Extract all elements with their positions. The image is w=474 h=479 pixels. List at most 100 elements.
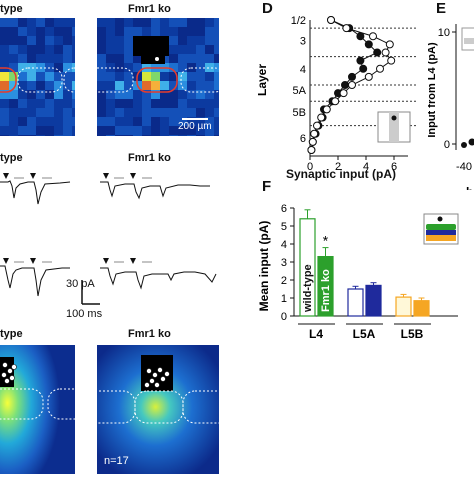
stim-marker	[3, 258, 9, 264]
map-pixel	[115, 81, 124, 90]
map-pixel	[214, 135, 219, 136]
soma-mask	[141, 56, 165, 64]
stim-marker	[130, 258, 136, 264]
panel-d-point	[386, 41, 393, 48]
map-pixel	[142, 126, 151, 135]
map-pixel	[133, 27, 142, 36]
map-pixel	[214, 45, 219, 54]
map-pixel	[27, 36, 36, 45]
map-pixel	[36, 117, 45, 126]
map-pixel	[106, 72, 115, 81]
map-pixel	[214, 36, 219, 45]
map-pixel	[178, 135, 187, 136]
map-pixel	[0, 126, 9, 135]
map-pixel	[63, 45, 72, 54]
map-pixel	[27, 45, 36, 54]
panel-d-point	[342, 82, 349, 89]
stim-marker	[3, 173, 9, 179]
map-pixel	[9, 135, 18, 136]
map-pixel	[124, 27, 133, 36]
map-pixel	[214, 72, 219, 81]
map-pixel	[0, 27, 9, 36]
map-pixel	[115, 27, 124, 36]
map-pixel	[187, 108, 196, 117]
map-pixel	[115, 72, 124, 81]
map-pixel	[63, 108, 72, 117]
map-pixel	[214, 117, 219, 126]
map-pixel	[97, 81, 106, 90]
column-title-fmr1ko-mid: Fmr1 ko	[128, 152, 171, 164]
map-pixel	[205, 18, 214, 27]
map-pixel	[18, 126, 27, 135]
panel-f-bar	[348, 289, 363, 316]
map-pixel	[54, 81, 63, 90]
panel-d-inset	[378, 112, 410, 142]
map-pixel	[169, 45, 178, 54]
map-pixel	[115, 135, 124, 136]
map-pixel-hot	[142, 81, 151, 90]
map-pixel	[124, 90, 133, 99]
map-pixel	[97, 54, 106, 63]
panel-f-ytick-label: 3	[281, 257, 287, 269]
map-pixel	[196, 108, 205, 117]
map-pixel	[97, 36, 106, 45]
layer-label: 1/2	[291, 15, 306, 27]
map-pixel	[160, 27, 169, 36]
map-pixel	[196, 72, 205, 81]
map-pixel	[187, 135, 196, 136]
layer-label: 4	[300, 64, 306, 76]
map-pixel	[214, 108, 219, 117]
map-pixel	[0, 45, 9, 54]
panel-f-ylabel: Mean input (pA)	[258, 221, 271, 312]
map-pixel	[54, 90, 63, 99]
map-pixel	[63, 27, 72, 36]
soma-marker	[155, 57, 159, 61]
map-pixel	[36, 90, 45, 99]
map-pixel	[54, 27, 63, 36]
map-pixel	[45, 27, 54, 36]
map-pixel	[106, 135, 115, 136]
map-pixel	[45, 36, 54, 45]
map-pixel	[124, 99, 133, 108]
panel-f-category-label: L5B	[401, 327, 424, 341]
map-pixel	[36, 72, 45, 81]
map-pixel	[205, 99, 214, 108]
map-pixel	[27, 54, 36, 63]
map-pixel	[0, 135, 9, 136]
map-pixel	[18, 81, 27, 90]
map-pixel-hot	[142, 72, 151, 81]
panel-d-point	[314, 122, 321, 129]
map-pixel	[36, 27, 45, 36]
map-pixel	[151, 18, 160, 27]
map-pixel	[187, 99, 196, 108]
map-pixel	[214, 27, 219, 36]
map-pixel	[54, 18, 63, 27]
map-pixel	[205, 72, 214, 81]
map-pixel	[178, 36, 187, 45]
panel-d-point	[328, 17, 335, 24]
panel-d-point	[357, 57, 364, 64]
map-pixel	[18, 99, 27, 108]
panel-f-ytick-label: 1	[281, 293, 287, 305]
map-pixel	[9, 27, 18, 36]
map-pixel	[196, 135, 205, 136]
map-pixel	[124, 18, 133, 27]
map-pixel	[9, 108, 18, 117]
map-pixel	[45, 99, 54, 108]
map-pixel	[97, 90, 106, 99]
map-pixel	[151, 117, 160, 126]
layer-label: 3	[300, 35, 306, 47]
map-pixel	[205, 90, 214, 99]
map-pixel	[27, 117, 36, 126]
map-pixel	[18, 72, 27, 81]
map-pixel	[97, 27, 106, 36]
map-pixel	[54, 117, 63, 126]
panel-d-point	[365, 73, 372, 80]
map-pixel	[18, 135, 27, 136]
map-pixel	[9, 117, 18, 126]
map-pixel	[214, 126, 219, 135]
map-pixel	[124, 54, 133, 63]
map-pixel	[106, 108, 115, 117]
map-pixel	[27, 18, 36, 27]
